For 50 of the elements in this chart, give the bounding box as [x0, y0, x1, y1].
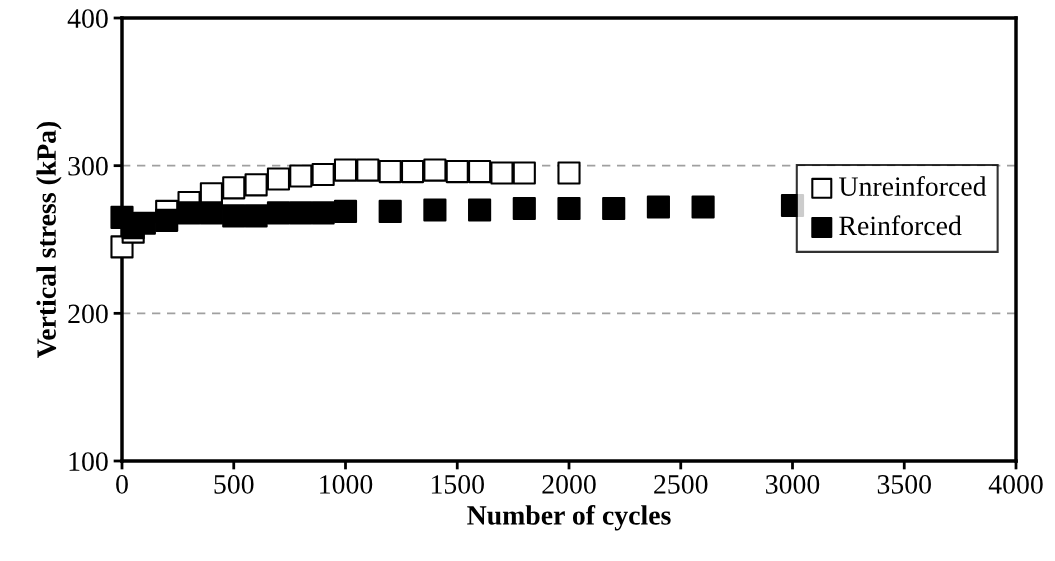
legend-label: Unreinforced [839, 176, 987, 196]
x-tick-label: 2500 [654, 475, 708, 494]
point [356, 158, 380, 182]
point [512, 196, 536, 221]
point [423, 198, 447, 222]
point [602, 196, 626, 221]
point [289, 201, 313, 225]
point [646, 195, 670, 219]
point [177, 201, 201, 225]
y-tick-label: 400 [67, 9, 108, 28]
y-tick-label: 100 [69, 452, 108, 471]
x-tick-label: 0 [116, 475, 128, 494]
point [289, 164, 313, 188]
point [244, 204, 268, 228]
point [333, 199, 358, 224]
x-tick-label: 2000 [542, 475, 596, 494]
point [378, 199, 402, 224]
point [445, 160, 469, 184]
point [557, 161, 581, 185]
y-tick-label: 200 [68, 304, 108, 324]
y-axis-title: Vertical stress (kPa) [36, 121, 62, 359]
point [512, 161, 536, 185]
point [311, 201, 335, 225]
x-axis-title: Number of cycles [467, 504, 671, 531]
point [222, 204, 246, 228]
point [333, 158, 358, 182]
point [266, 201, 291, 225]
point [468, 198, 492, 222]
point [378, 160, 402, 184]
x-tick-label: 500 [214, 475, 254, 494]
point [222, 176, 246, 200]
point [155, 208, 179, 232]
point [132, 211, 156, 235]
x-tick-label: 1500 [431, 475, 484, 494]
x-tick-label: 3000 [766, 475, 820, 494]
point [199, 201, 223, 225]
point [400, 160, 425, 184]
y-tick-label: 300 [68, 156, 108, 176]
point [691, 195, 715, 219]
point [266, 167, 291, 191]
x-tick-label: 1000 [320, 475, 373, 494]
point [244, 173, 268, 197]
point [557, 196, 581, 221]
point [311, 162, 335, 187]
point [490, 161, 514, 185]
x-tick-label: 3500 [877, 475, 931, 494]
legend-label: Reinforced [839, 215, 962, 236]
point [423, 158, 447, 182]
x-tick-label: 4000 [988, 475, 1043, 494]
point [468, 160, 492, 184]
